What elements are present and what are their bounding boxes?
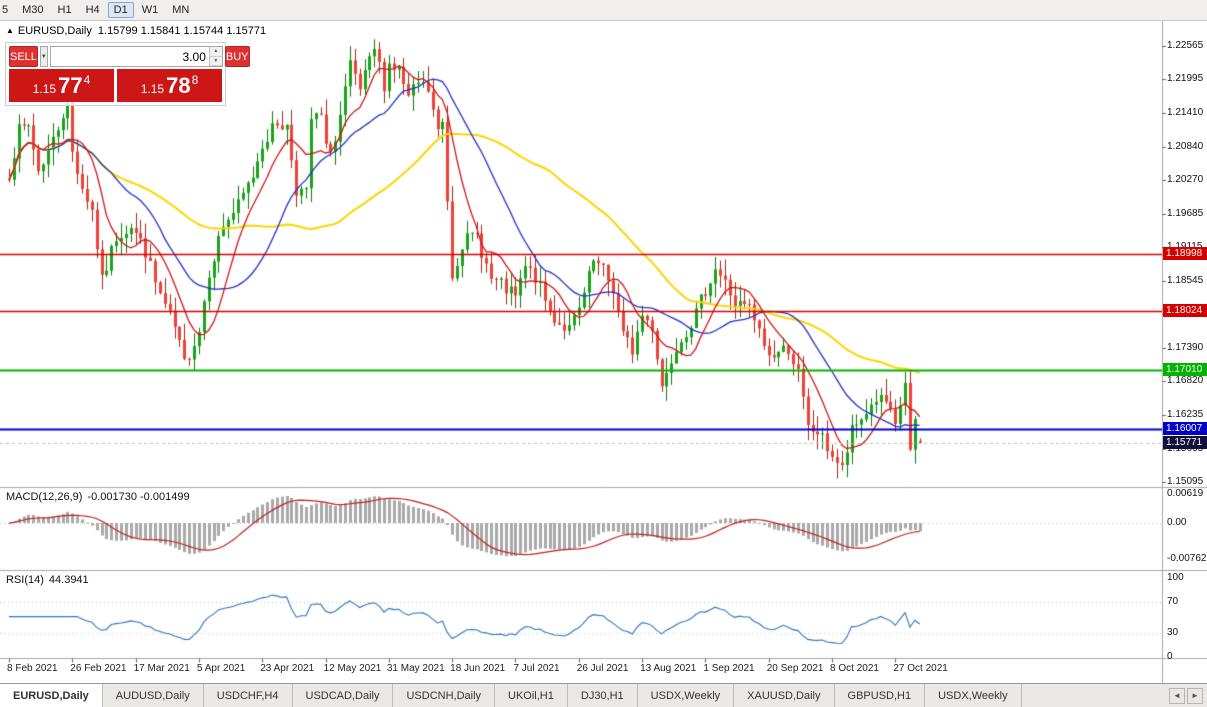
ask-pip-digit: 8	[191, 73, 199, 87]
chart-tab-audusd-daily[interactable]: AUDUSD,Daily	[103, 684, 204, 707]
timeframe-button-h1[interactable]: H1	[52, 2, 78, 18]
chart-tab-usdx-weekly[interactable]: USDX,Weekly	[638, 684, 735, 707]
tab-scroll-arrows: ◄ ►	[1169, 684, 1207, 707]
timeframe-button-w1[interactable]: W1	[136, 2, 165, 18]
chart-tab-eurusd-daily[interactable]: EURUSD,Daily	[0, 684, 103, 707]
tab-scroll-right-button[interactable]: ►	[1187, 687, 1203, 704]
collapse-panel-icon[interactable]: ▲	[6, 26, 14, 35]
chart-tab-bar: EURUSD,Daily AUDUSD,Daily USDCHF,H4 USDCAD,…	[0, 683, 1207, 707]
symbol-period-label: EURUSD,Daily	[17, 25, 92, 37]
macd-values: -0.001730 -0.001499	[87, 491, 190, 503]
chart-tab-usdcnh-daily[interactable]: USDCNH,Daily	[393, 684, 496, 707]
bid-pip-digit: 4	[83, 73, 91, 87]
chart-tab-usdx-weekly[interactable]: USDX,Weekly	[925, 684, 1022, 707]
ask-prefix: 1.15	[140, 82, 165, 96]
timeframe-button-d1[interactable]: D1	[107, 2, 134, 18]
chart-tab-gbpusd-h1[interactable]: GBPUSD,H1	[835, 684, 926, 707]
sell-price-display[interactable]: 1.15 77 4	[9, 69, 114, 102]
volume-decrease-button[interactable]: ▼	[209, 56, 222, 66]
tab-scroll-left-button[interactable]: ◄	[1169, 687, 1185, 704]
volume-dropdown-button[interactable]: ▼	[39, 46, 48, 67]
rsi-title: RSI(14)	[6, 574, 44, 586]
timeframe-button-m30[interactable]: M30	[16, 2, 49, 18]
volume-field: ▲ ▼	[49, 46, 223, 67]
buy-button[interactable]: BUY	[224, 46, 250, 67]
bid-big-digits: 77	[58, 72, 83, 98]
ask-big-digits: 78	[166, 72, 191, 98]
volume-spinner: ▲ ▼	[208, 47, 222, 66]
ohlc-values: 1.15799 1.15841 1.15744 1.15771	[97, 25, 267, 37]
volume-input[interactable]	[50, 47, 209, 66]
chart-tab-dj30-h1[interactable]: DJ30,H1	[568, 684, 638, 707]
chart-tab-usdchf-h4[interactable]: USDCHF,H4	[204, 684, 293, 707]
macd-title: MACD(12,26,9)	[6, 491, 83, 503]
trade-controls-row: SELL ▼ ▲ ▼ BUY	[9, 46, 250, 67]
bid-prefix: 1.15	[32, 82, 57, 96]
chart-symbol-title: ▲ EURUSD,Daily 1.15799 1.15841 1.15744 1.1…	[6, 25, 266, 37]
buy-price-display[interactable]: 1.15 78 8	[117, 69, 222, 102]
timeframe-button-mn[interactable]: MN	[166, 2, 195, 18]
timeframe-button-h4[interactable]: H4	[80, 2, 106, 18]
price-chart-canvas[interactable]	[0, 0, 1207, 683]
volume-increase-button[interactable]: ▲	[209, 47, 222, 57]
chart-tab-usdcad-daily[interactable]: USDCAD,Daily	[293, 684, 394, 707]
macd-indicator-label: MACD(12,26,9) -0.001730 -0.001499	[6, 491, 190, 503]
trade-prices-row: 1.15 77 4 1.15 78 8	[9, 69, 222, 102]
rsi-value: 44.3941	[48, 574, 89, 586]
sell-button[interactable]: SELL	[9, 46, 38, 67]
timeframe-toolbar: 5 M30 H1 H4 D1 W1 MN	[0, 0, 1207, 21]
timeframe-button-5[interactable]: 5	[0, 2, 14, 18]
chart-tab-ukoil-h1[interactable]: UKOil,H1	[495, 684, 568, 707]
chart-tab-xauusd-daily[interactable]: XAUUSD,Daily	[734, 684, 835, 707]
rsi-indicator-label: RSI(14) 44.3941	[6, 574, 89, 586]
